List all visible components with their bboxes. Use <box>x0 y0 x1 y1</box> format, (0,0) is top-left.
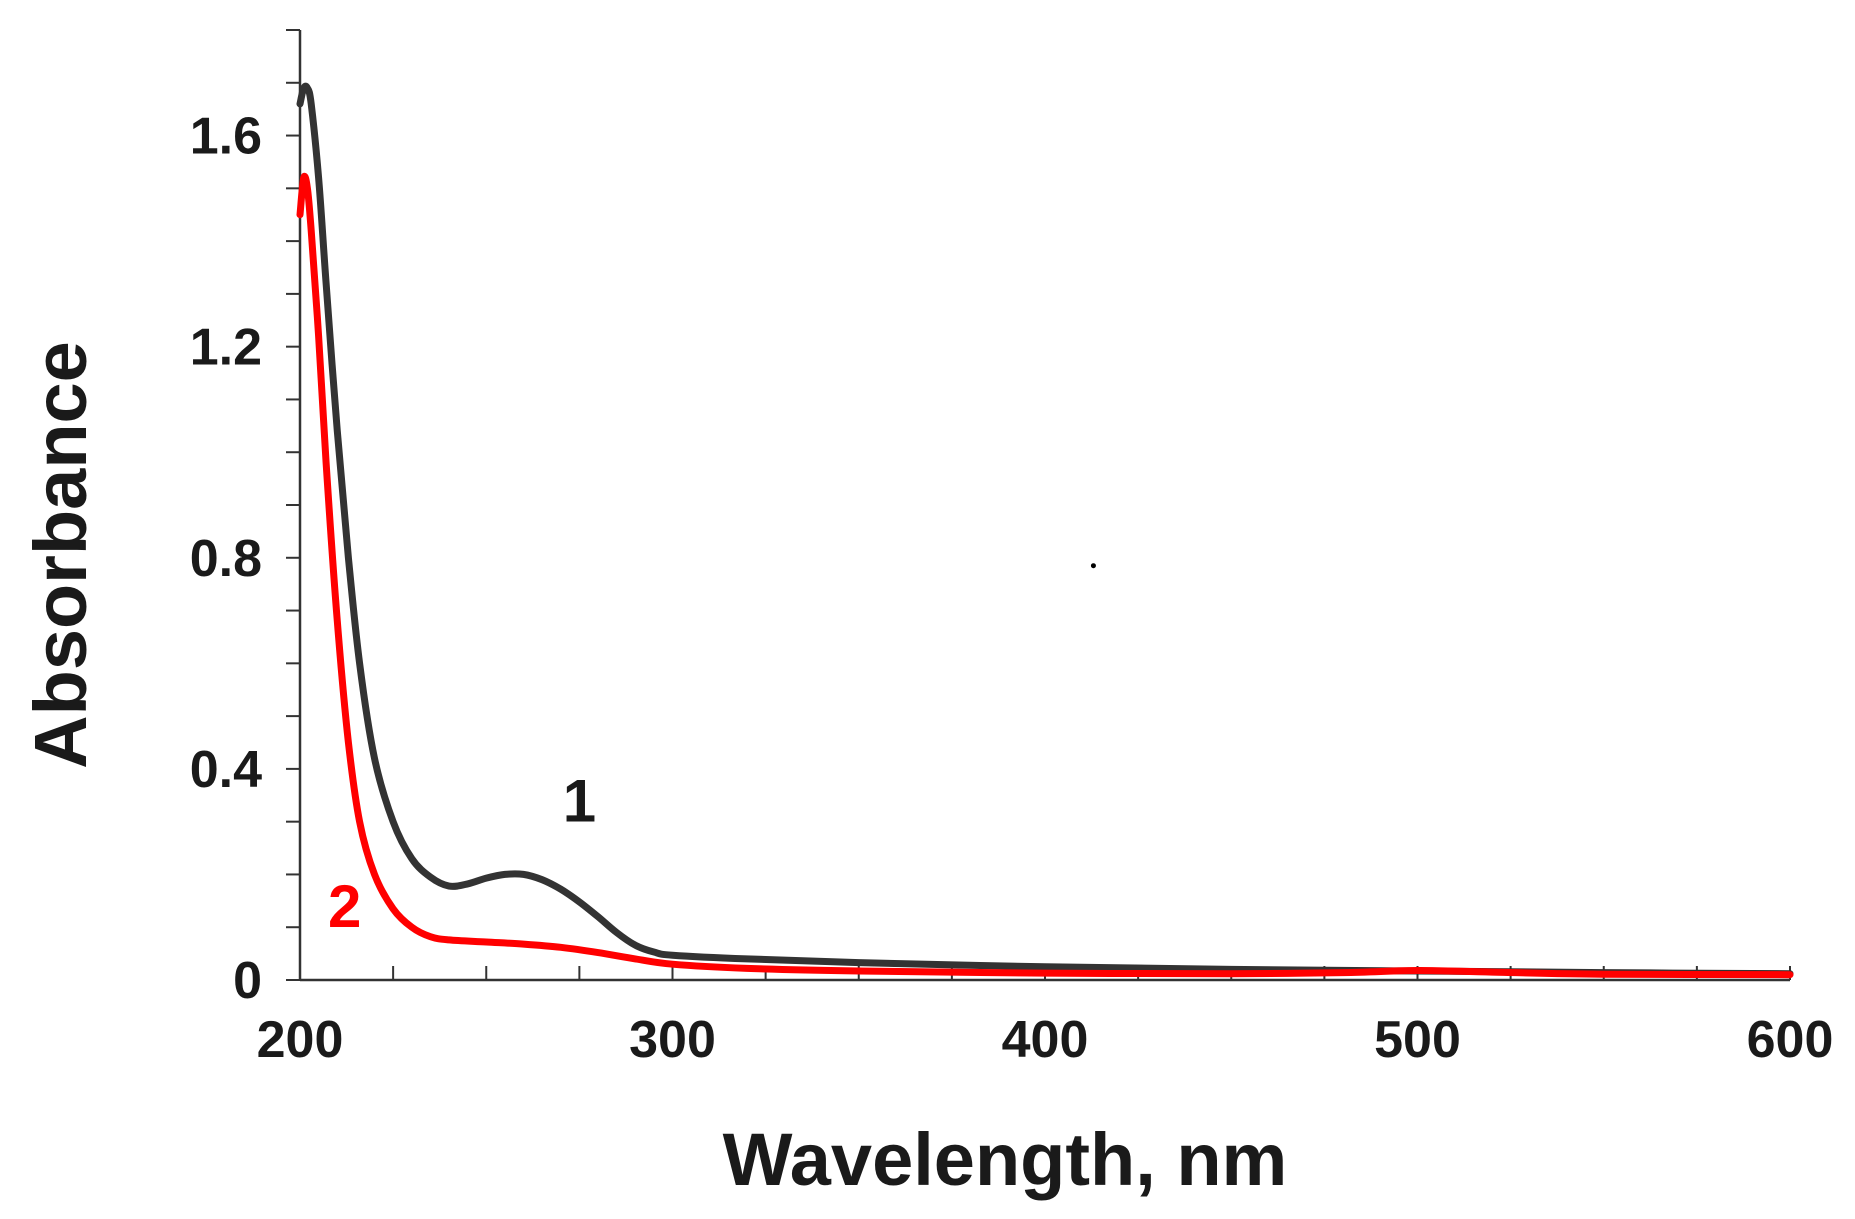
annotation-dot <box>1090 563 1096 569</box>
y-tick-label: 0.8 <box>190 530 262 588</box>
series-2-line <box>296 172 1794 979</box>
y-tick-label: 0 <box>233 952 262 1010</box>
axes: 0 0.4 0.8 1.2 1.6 200 300 400 500 600 <box>190 29 1834 1069</box>
y-tick-label: 1.2 <box>190 319 262 377</box>
x-axis-title: Wavelength, nm <box>723 1118 1288 1201</box>
y-tick-label: 0.4 <box>190 741 262 799</box>
labels: Wavelength, nm Absorbance 1 2 <box>19 341 1287 1201</box>
x-tick-label: 400 <box>1002 1011 1089 1069</box>
x-tick-label: 500 <box>1374 1011 1461 1069</box>
series-2-label: 2 <box>328 873 361 940</box>
series-1-line <box>296 82 1794 978</box>
x-tick-label: 600 <box>1747 1011 1834 1069</box>
series-1-label: 1 <box>563 768 596 835</box>
y-axis-title: Absorbance <box>19 341 102 769</box>
y-tick-label: 1.6 <box>190 108 262 166</box>
x-tick-label: 300 <box>629 1011 716 1069</box>
curves <box>296 82 1794 979</box>
x-tick-label: 200 <box>257 1011 344 1069</box>
